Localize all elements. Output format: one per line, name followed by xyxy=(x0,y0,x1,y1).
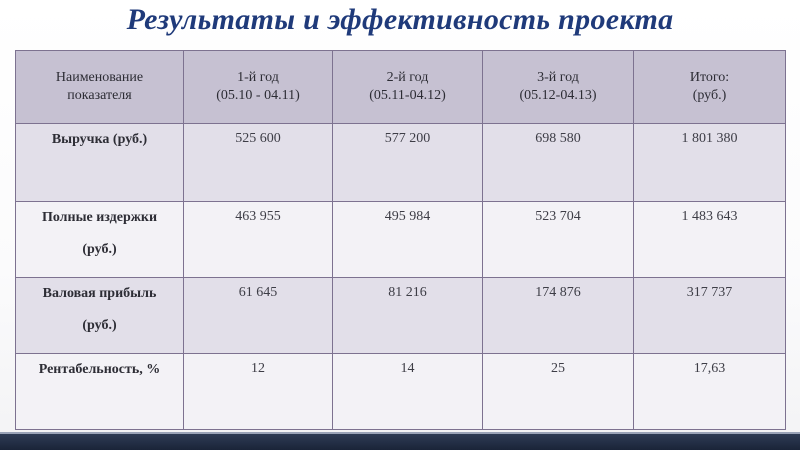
table-cell: 25 xyxy=(482,353,634,430)
header-year-3: 3-й год (05.12-04.13) xyxy=(482,50,634,124)
table-row-gross-profit: Валовая прибыль (руб.) 61 645 81 216 174… xyxy=(15,277,786,354)
results-table: Наименование показателя 1-й год (05.10 -… xyxy=(15,50,786,430)
slide-title: Результаты и эффективность проекта xyxy=(126,3,674,36)
table-cell: 14 xyxy=(332,353,483,430)
table-header-row: Наименование показателя 1-й год (05.10 -… xyxy=(15,50,786,124)
row-label: Валовая прибыль (руб.) xyxy=(15,277,184,354)
table-cell: 577 200 xyxy=(332,123,483,202)
table-cell: 317 737 xyxy=(633,277,786,354)
table-cell: 61 645 xyxy=(183,277,333,354)
header-indicator-name: Наименование показателя xyxy=(15,50,184,124)
row-label: Полные издержки (руб.) xyxy=(15,201,184,278)
table-cell: 174 876 xyxy=(482,277,634,354)
table-cell: 1 801 380 xyxy=(633,123,786,202)
table-cell: 17,63 xyxy=(633,353,786,430)
row-label: Рентабельность, % xyxy=(15,353,184,430)
table-row-total-costs: Полные издержки (руб.) 463 955 495 984 5… xyxy=(15,201,786,278)
bottom-bar xyxy=(0,434,800,450)
header-total: Итого: (руб.) xyxy=(633,50,786,124)
bottom-bar-divider xyxy=(0,432,800,434)
table-cell: 525 600 xyxy=(183,123,333,202)
header-year-1: 1-й год (05.10 - 04.11) xyxy=(183,50,333,124)
table-cell: 698 580 xyxy=(482,123,634,202)
table-cell: 463 955 xyxy=(183,201,333,278)
header-year-2: 2-й год (05.11-04.12) xyxy=(332,50,483,124)
table-row-revenue: Выручка (руб.) 525 600 577 200 698 580 1… xyxy=(15,123,786,202)
table-row-profitability: Рентабельность, % 12 14 25 17,63 xyxy=(15,353,786,430)
table-cell: 81 216 xyxy=(332,277,483,354)
table-cell: 495 984 xyxy=(332,201,483,278)
row-label: Выручка (руб.) xyxy=(15,123,184,202)
results-table-container: Наименование показателя 1-й год (05.10 -… xyxy=(15,50,786,430)
table-cell: 523 704 xyxy=(482,201,634,278)
table-cell: 1 483 643 xyxy=(633,201,786,278)
table-cell: 12 xyxy=(183,353,333,430)
